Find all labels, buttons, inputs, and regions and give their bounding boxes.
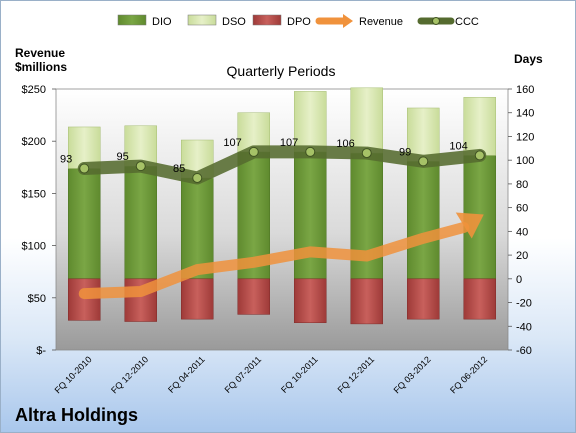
category-tick-label: FQ 03-2012 (392, 354, 433, 395)
bar-dpo (68, 278, 101, 321)
ccc-data-label: 99 (399, 146, 411, 158)
bar-dio (68, 168, 101, 280)
bar-dio (181, 177, 214, 280)
ccc-point (305, 146, 316, 157)
ccc-data-label: 85 (173, 163, 185, 175)
revenue-arrow-head (455, 212, 484, 239)
category-tick-label: FQ 07-2011 (223, 354, 264, 395)
right-axis-tick-label: 80 (516, 179, 528, 191)
right-axis-tick-label: 0 (516, 274, 522, 286)
legend-label-revenue: Revenue (359, 16, 403, 28)
bar-dpo (294, 278, 327, 323)
right-axis-tick-label: 40 (516, 226, 528, 238)
right-axis-tick-label: 120 (516, 131, 534, 143)
left-axis-tick-label: $250 (22, 84, 46, 96)
ccc-point (418, 156, 429, 167)
legend-swatch-dio (117, 14, 147, 26)
ccc-data-label: 95 (117, 151, 129, 163)
revenue-line (78, 221, 470, 300)
bar-dpo (463, 278, 496, 320)
legend-swatch-ccc-marker (432, 17, 440, 25)
ccc-line (77, 145, 487, 185)
right-axis-tick-label: -20 (516, 298, 532, 310)
left-axis-tick-label: $150 (22, 188, 46, 200)
ccc-point (79, 163, 90, 174)
left-axis-tick-label: $- (36, 345, 46, 357)
legend-label-dso: DSO (222, 16, 246, 28)
bar-dso (294, 91, 327, 153)
ccc-data-label: 107 (280, 137, 298, 149)
left-axis-title-line1: Revenue (15, 46, 65, 60)
ccc-data-label: 93 (60, 153, 72, 165)
ccc-data-label: 107 (223, 137, 241, 149)
left-axis-title-line2: $millions (15, 60, 67, 74)
category-tick-label: FQ 10-2011 (279, 354, 320, 395)
right-axis-tick-label: 140 (516, 108, 534, 120)
right-axis-title: Days (514, 52, 543, 66)
right-axis-tick-label: -40 (516, 321, 532, 333)
bar-dpo (181, 278, 214, 320)
category-tick-label: FQ 12-2011 (336, 354, 377, 395)
bar-dso (463, 97, 496, 156)
category-tick-label: FQ 12-2010 (109, 354, 150, 395)
bar-dpo (407, 278, 440, 320)
bar-dio (407, 161, 440, 280)
legend-label-dio: DIO (152, 16, 172, 28)
category-tick-label: FQ 10-2010 (53, 354, 94, 395)
left-axis-tick-label: $200 (22, 136, 46, 148)
legend-label-dpo: DPO (287, 16, 311, 28)
right-axis-tick-label: 20 (516, 250, 528, 262)
category-tick-label: FQ 06-2012 (448, 354, 489, 395)
bar-dso (350, 87, 383, 154)
category-tick-label: FQ 04-2011 (166, 354, 207, 395)
ccc-point (361, 148, 372, 159)
ccc-point (248, 146, 259, 157)
bar-dio (294, 151, 327, 280)
plot-area (55, 88, 509, 351)
bar-dso (124, 125, 157, 167)
bar-dpo (350, 278, 383, 325)
right-axis-tick-label: 160 (516, 84, 534, 96)
ccc-point (135, 161, 146, 172)
bar-dpo (237, 278, 270, 315)
company-name: Altra Holdings (15, 405, 138, 425)
ccc-data-label: 106 (336, 138, 354, 150)
bar-dio (124, 165, 157, 280)
ccc-data-label: 104 (449, 140, 467, 152)
legend-swatch-dpo (252, 14, 282, 26)
chart-title: Quarterly Periods (227, 63, 336, 79)
ccc-point (474, 150, 485, 161)
ccc-point (192, 172, 203, 183)
legend-swatch-revenue-arrow (343, 14, 353, 28)
right-axis-tick-label: -60 (516, 345, 532, 357)
left-axis-tick-label: $50 (28, 293, 46, 305)
right-axis-tick-label: 60 (516, 203, 528, 215)
legend-label-ccc: CCC (455, 16, 479, 28)
legend-swatch-dso (187, 14, 217, 26)
right-axis-tick-label: 100 (516, 155, 534, 167)
left-axis-tick-label: $100 (22, 241, 46, 253)
